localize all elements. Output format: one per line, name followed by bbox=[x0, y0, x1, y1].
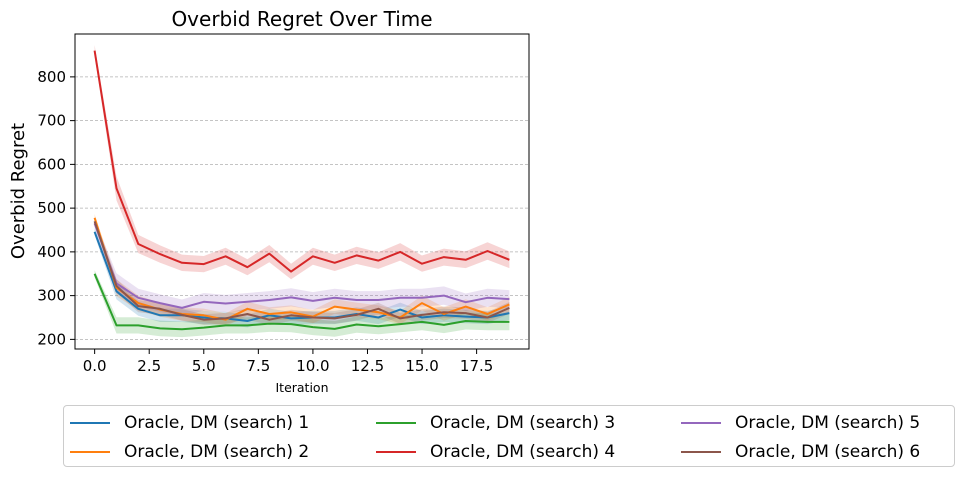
legend-label-3: Oracle, DM (search) 3 bbox=[430, 413, 616, 433]
x-tick-label-5.0: 5.0 bbox=[192, 357, 216, 375]
x-axis-label: Iteration bbox=[275, 380, 328, 395]
legend-swatch-2 bbox=[70, 451, 110, 453]
legend-item-3: Oracle, DM (search) 3 bbox=[376, 410, 615, 436]
line-series-3 bbox=[93, 273, 510, 331]
y-tick-label-200: 200 bbox=[37, 330, 66, 348]
legend-item-2: Oracle, DM (search) 2 bbox=[70, 439, 309, 465]
x-axis-ticks: 0.0 2.5 5.0 7.5 10.0 12.5 15.0 17.5 bbox=[83, 349, 493, 375]
chart-title: Overbid Regret Over Time bbox=[171, 7, 432, 31]
legend-label-2: Oracle, DM (search) 2 bbox=[124, 442, 310, 462]
x-tick-label-7.5: 7.5 bbox=[246, 357, 270, 375]
x-tick-label-15.0: 15.0 bbox=[405, 357, 438, 375]
legend-item-6: Oracle, DM (search) 6 bbox=[681, 439, 920, 465]
y-tick-label-700: 700 bbox=[37, 112, 66, 130]
band-series-4 bbox=[94, 45, 510, 280]
legend-label-1: Oracle, DM (search) 1 bbox=[124, 413, 310, 433]
legend-item-1: Oracle, DM (search) 1 bbox=[70, 410, 309, 436]
legend-item-5: Oracle, DM (search) 5 bbox=[681, 410, 920, 436]
legend-label-5: Oracle, DM (search) 5 bbox=[735, 413, 921, 433]
x-tick-label-2.5: 2.5 bbox=[137, 357, 161, 375]
y-tick-label-600: 600 bbox=[37, 155, 66, 173]
legend: Oracle, DM (search) 1 Oracle, DM (search… bbox=[63, 405, 955, 467]
line-series-5 bbox=[93, 223, 510, 309]
legend-swatch-1 bbox=[70, 422, 110, 424]
grid-layer bbox=[75, 76, 529, 340]
legend-item-4: Oracle, DM (search) 4 bbox=[376, 439, 615, 465]
x-tick-label-12.5: 12.5 bbox=[351, 357, 384, 375]
y-axis-ticks: 200 300 400 500 600 700 800 bbox=[37, 68, 75, 348]
x-tick-label-0.0: 0.0 bbox=[83, 357, 107, 375]
x-tick-label-10.0: 10.0 bbox=[296, 357, 329, 375]
band-series-3 bbox=[94, 270, 510, 338]
x-tick-label-17.5: 17.5 bbox=[460, 357, 493, 375]
confidence-bands bbox=[94, 45, 510, 338]
plot-frame bbox=[74, 33, 530, 350]
legend-swatch-6 bbox=[681, 451, 721, 453]
legend-label-4: Oracle, DM (search) 4 bbox=[430, 442, 616, 462]
legend-swatch-3 bbox=[376, 422, 416, 424]
line-series-6 bbox=[93, 220, 510, 321]
y-axis-label: Overbid Regret bbox=[8, 123, 29, 259]
y-tick-label-800: 800 bbox=[37, 68, 66, 86]
y-tick-label-300: 300 bbox=[37, 287, 66, 305]
legend-swatch-5 bbox=[681, 422, 721, 424]
series-lines bbox=[93, 50, 510, 331]
chart: Overbid Regret Over Time 0.0 2.5 5.0 7.5 10.… bbox=[8, 7, 530, 395]
y-tick-label-400: 400 bbox=[37, 243, 66, 261]
legend-label-6: Oracle, DM (search) 6 bbox=[735, 442, 921, 462]
line-series-1 bbox=[93, 231, 510, 322]
legend-swatch-4 bbox=[376, 451, 416, 453]
line-series-4 bbox=[93, 50, 510, 273]
y-tick-label-500: 500 bbox=[37, 199, 66, 217]
band-series-5 bbox=[94, 219, 510, 317]
